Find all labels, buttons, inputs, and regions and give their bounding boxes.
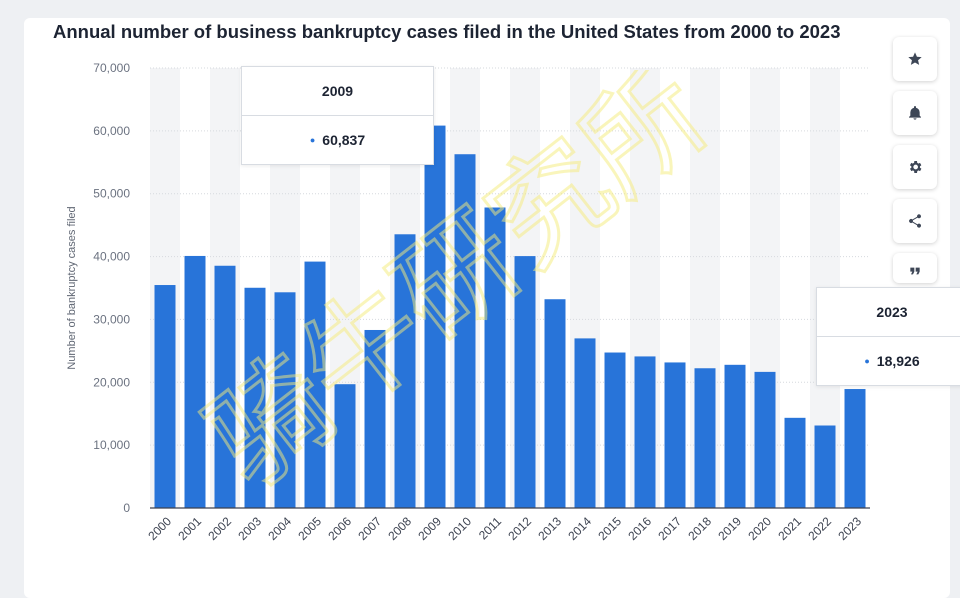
bar-2008 — [394, 234, 416, 508]
bar-2022 — [814, 425, 836, 508]
x-tick-label: 2020 — [745, 514, 774, 543]
tooltip-value: 60,837 — [322, 132, 366, 148]
bar-2018 — [694, 368, 716, 508]
bar-2017 — [664, 362, 686, 508]
y-tick-label: 10,000 — [93, 438, 130, 452]
y-tick-label: 40,000 — [93, 250, 130, 264]
x-tick-label: 2012 — [505, 514, 534, 543]
bar-2016 — [634, 356, 656, 508]
y-tick-label: 20,000 — [93, 375, 130, 389]
y-tick-label: 60,000 — [93, 124, 130, 138]
x-tick-label: 2015 — [595, 514, 624, 543]
settings-button[interactable] — [893, 145, 937, 189]
x-tick-label: 2011 — [476, 514, 504, 542]
tooltip-value-row: ● 60,837 — [242, 116, 433, 164]
bar-2013 — [544, 299, 566, 508]
x-tick-label: 2019 — [715, 514, 744, 543]
x-tick-label: 2009 — [415, 514, 444, 543]
x-tick-label: 2016 — [625, 514, 654, 543]
y-tick-label: 70,000 — [93, 61, 130, 75]
x-tick-label: 2000 — [145, 514, 174, 543]
bar-2023 — [844, 389, 866, 508]
share-icon — [909, 214, 922, 228]
favorite-button[interactable] — [893, 37, 937, 81]
x-tick-label: 2021 — [775, 514, 804, 543]
bar-2004 — [274, 292, 296, 508]
bar-2010 — [454, 154, 476, 509]
x-tick-label: 2004 — [265, 514, 294, 543]
tooltip-year: 2009 — [242, 67, 433, 116]
bar-2001 — [184, 255, 206, 508]
x-tick-label: 2013 — [535, 514, 564, 543]
y-axis-title: Number of bankruptcy cases filed — [66, 206, 78, 370]
bar-2009 — [424, 125, 446, 508]
x-tick-label: 2006 — [325, 514, 354, 543]
bar-2019 — [724, 364, 746, 508]
x-tick-label: 2008 — [385, 514, 414, 543]
bar-2002 — [214, 265, 236, 508]
tooltip-value-row: ● 18,926 — [817, 337, 960, 385]
x-tick-label: 2007 — [355, 514, 384, 543]
y-tick-label: 30,000 — [93, 312, 130, 326]
x-tick-label: 2003 — [235, 514, 264, 543]
star-icon — [908, 52, 922, 65]
chart-title: Annual number of business bankruptcy cas… — [53, 21, 841, 42]
tooltip-year: 2023 — [817, 288, 960, 337]
tooltip-2009: 2009 ● 60,837 — [241, 66, 434, 165]
gear-icon — [909, 161, 922, 173]
bar-2005 — [304, 261, 326, 508]
bar-2000 — [154, 285, 176, 508]
x-tick-label: 2010 — [445, 514, 474, 543]
tooltip-2023: 2023 ● 18,926 — [816, 287, 960, 386]
x-tick-label: 2022 — [805, 514, 834, 543]
bar-2007 — [364, 329, 386, 508]
bar-2015 — [604, 352, 626, 508]
x-tick-label: 2017 — [655, 514, 684, 543]
x-tick-label: 2014 — [565, 514, 594, 543]
quote-icon — [910, 267, 920, 275]
notification-button[interactable] — [893, 91, 937, 135]
x-tick-label: 2023 — [835, 514, 864, 543]
bar-2011 — [484, 207, 506, 509]
x-tick-label: 2001 — [175, 514, 204, 543]
y-tick-label: 0 — [123, 501, 130, 515]
series-dot-icon: ● — [864, 356, 870, 366]
bar-2020 — [754, 371, 776, 508]
share-button[interactable] — [893, 199, 937, 243]
bar-2014 — [574, 338, 596, 508]
bell-icon — [909, 106, 921, 120]
series-dot-icon: ● — [309, 135, 316, 145]
y-tick-label: 50,000 — [93, 187, 130, 201]
bar-2006 — [334, 384, 356, 508]
bar-2021 — [784, 417, 806, 508]
bar-2012 — [514, 256, 536, 508]
bar-2003 — [244, 287, 266, 508]
x-tick-label: 2018 — [685, 514, 714, 543]
x-tick-label: 2005 — [295, 514, 324, 543]
x-tick-label: 2002 — [205, 514, 234, 543]
cite-button[interactable] — [893, 253, 937, 283]
tooltip-value: 18,926 — [876, 353, 920, 369]
